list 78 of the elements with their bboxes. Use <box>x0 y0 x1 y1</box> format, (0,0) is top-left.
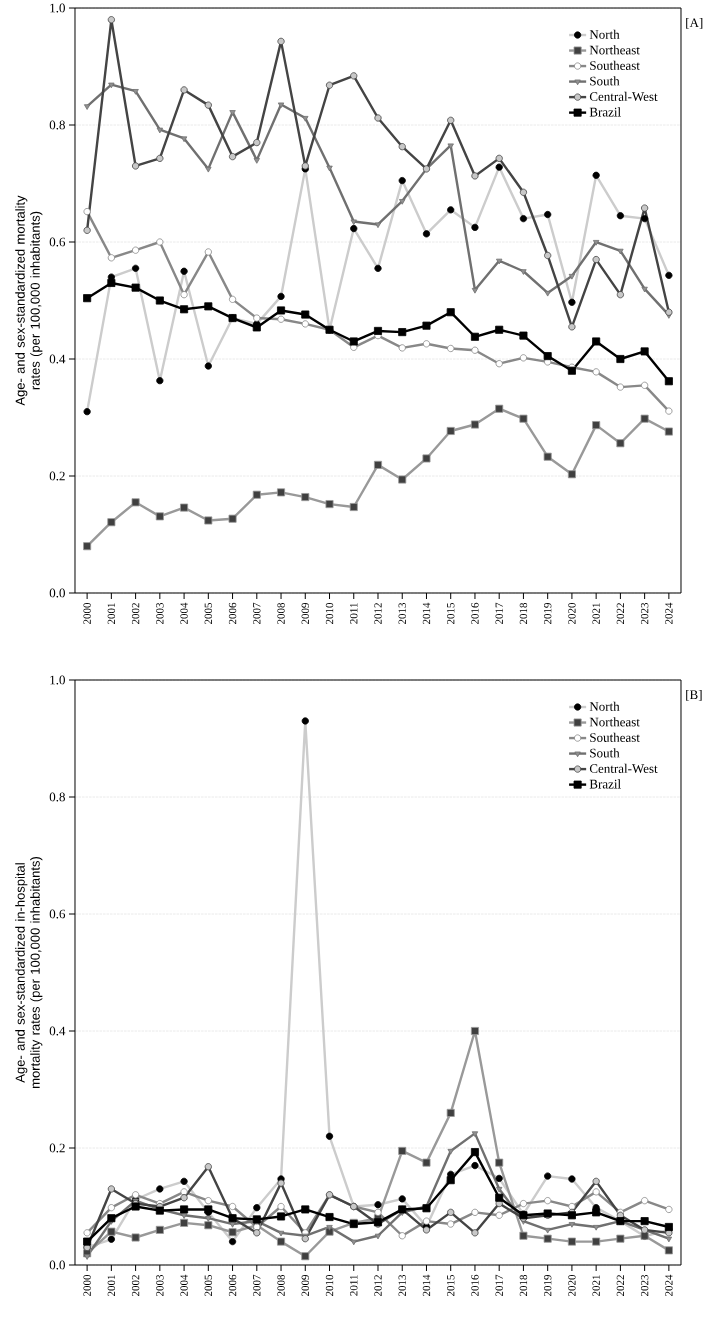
x-tick-label: 2000 <box>83 602 91 625</box>
y-tick-label: 0.8 <box>49 120 65 130</box>
x-tick-label: 2008 <box>277 1274 285 1297</box>
legend-label: Central-West <box>589 763 658 774</box>
legend-label: Southeast <box>590 60 640 70</box>
x-tick-label: 2022 <box>616 603 625 625</box>
x-tick-label: 2022 <box>616 1275 625 1297</box>
x-tick-label: 2020 <box>568 602 576 625</box>
x-tick-label: 2001 <box>107 603 116 625</box>
x-tick-label: 2013 <box>398 1274 406 1297</box>
x-tick-label: 2014 <box>422 602 431 625</box>
x-tick-label: 2021 <box>592 1275 600 1297</box>
x-tick-label: 2018 <box>519 602 528 625</box>
legend-label: Northeast <box>589 45 640 55</box>
x-tick-label: 2015 <box>447 1274 455 1297</box>
x-tick-label: 2023 <box>640 1274 649 1297</box>
x-tick-label: 2003 <box>156 602 164 625</box>
x-tick-label: 2017 <box>495 602 503 625</box>
legend-label: Southeast <box>590 732 640 742</box>
y-tick-label: 0.2 <box>49 471 65 481</box>
legend-label: South <box>590 748 620 758</box>
y-axis-title: Age- and sex-standardized mortality rates (per 100,000 inhabitants) <box>15 195 43 406</box>
x-tick-label: 2015 <box>447 602 455 625</box>
x-tick-label: 2006 <box>228 602 237 625</box>
x-tick-label: 2016 <box>471 1274 479 1297</box>
y-tick-label: 0.2 <box>49 1143 65 1153</box>
x-tick-label: 2020 <box>568 1274 576 1297</box>
y-tick-label: 0.0 <box>49 588 65 598</box>
x-tick-label: 2019 <box>543 1274 552 1297</box>
y-tick-label: 0.8 <box>49 792 65 802</box>
y-tick-label: 0.4 <box>49 1026 66 1036</box>
legend-label: Brazil <box>589 779 621 789</box>
x-tick-label: 2007 <box>253 1274 261 1297</box>
x-tick-label: 2002 <box>131 603 140 625</box>
x-tick-label: 2003 <box>156 1274 164 1297</box>
x-tick-label: 2001 <box>107 1275 116 1297</box>
x-tick-label: 2011 <box>350 1275 358 1296</box>
x-tick-label: 2004 <box>180 1274 188 1297</box>
legend-label: Central-West <box>589 91 658 102</box>
x-tick-label: 2010 <box>325 602 334 625</box>
x-tick-label: 2009 <box>301 602 309 625</box>
y-tick-label: 1.0 <box>50 3 65 13</box>
legend-label: South <box>590 76 620 86</box>
x-tick-label: 2000 <box>83 1274 91 1297</box>
x-tick-label: 2024 <box>665 1274 673 1297</box>
x-tick-label: 2024 <box>665 602 673 625</box>
text: [A] <box>686 17 703 29</box>
x-tick-label: 2023 <box>640 602 649 625</box>
legend-label: Northeast <box>589 717 640 727</box>
y-tick-label: 0.4 <box>49 354 66 364</box>
y-axis-title: Age- and sex-standardized in-hospital mortality rates (per 100,000 inhabitants) <box>15 857 43 1088</box>
y-tick-label: 0.6 <box>49 909 66 919</box>
x-tick-label: 2013 <box>398 602 406 625</box>
x-tick-label: 2011 <box>350 603 358 624</box>
legend-label: North <box>589 701 620 711</box>
x-tick-label: 2018 <box>519 1274 528 1297</box>
text: [B] <box>686 689 702 701</box>
x-tick-label: 2002 <box>131 1275 140 1297</box>
x-tick-label: 2012 <box>374 1275 382 1297</box>
x-tick-label: 2005 <box>204 602 213 625</box>
x-tick-label: 2021 <box>592 603 600 625</box>
y-tick-label: 1.0 <box>50 675 65 685</box>
x-tick-label: 2010 <box>325 1274 334 1297</box>
x-tick-label: 2008 <box>277 602 285 625</box>
x-tick-label: 2012 <box>374 603 382 625</box>
x-tick-label: 2019 <box>543 602 552 625</box>
x-tick-label: 2017 <box>495 1274 503 1297</box>
x-tick-label: 2005 <box>204 1274 213 1297</box>
x-tick-label: 2004 <box>180 602 188 625</box>
y-tick-label: 0.0 <box>49 1260 65 1270</box>
x-tick-label: 2009 <box>301 1274 309 1297</box>
x-tick-label: 2006 <box>228 1274 237 1297</box>
y-tick-label: 0.6 <box>49 237 66 247</box>
legend-label: Brazil <box>589 107 621 117</box>
x-tick-label: 2007 <box>253 602 261 625</box>
legend-label: North <box>589 29 620 39</box>
x-tick-label: 2016 <box>471 602 479 625</box>
x-tick-label: 2014 <box>422 1274 431 1297</box>
